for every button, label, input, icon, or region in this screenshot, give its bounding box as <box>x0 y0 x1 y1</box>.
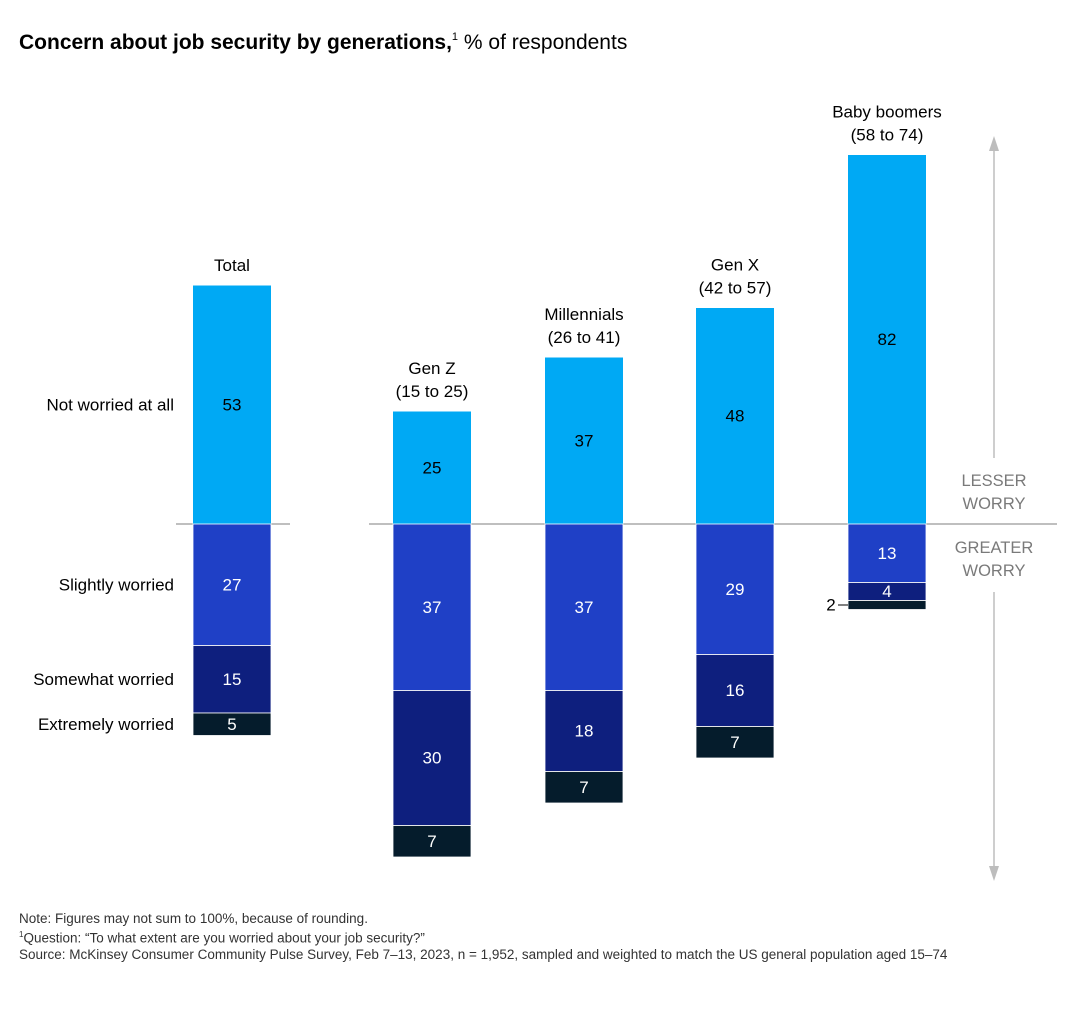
bar-extremely-worried-4 <box>847 600 927 610</box>
category-label-1-line-1: (15 to 25) <box>396 382 469 401</box>
series-label-somewhat-worried: Somewhat worried <box>33 670 174 689</box>
category-label-4-line-0: Baby boomers <box>832 103 942 122</box>
series-label-slightly-worried: Slightly worried <box>59 575 174 594</box>
value-label-somewhat-worried-3: 16 <box>726 681 745 700</box>
chart-title: Concern about job security by generation… <box>19 31 627 55</box>
bar-not-worried-3 <box>696 308 774 524</box>
bar-somewhat-worried-2 <box>544 690 624 772</box>
category-label-3-line-0: Gen X <box>711 256 759 275</box>
category-label-0-line-0: Total <box>214 256 250 275</box>
value-label-not-worried-3: 48 <box>726 407 745 426</box>
axis-label-lesser: LESSER <box>961 472 1026 490</box>
bar-slightly-worried-0 <box>192 523 272 646</box>
question-footnote-mark: 1 <box>19 930 24 939</box>
bar-slightly-worried-3 <box>695 523 775 655</box>
category-label-3-line-1: (42 to 57) <box>699 279 772 298</box>
chart-title-bold: Concern about job security by generation… <box>19 31 452 54</box>
value-label-slightly-worried-1: 37 <box>423 598 442 617</box>
chart-title-rest: % of respondents <box>458 31 628 54</box>
footnotes: Note: Figures may not sum to 100%, becau… <box>19 911 979 963</box>
value-label-somewhat-worried-4: 4 <box>882 582 891 601</box>
question-text-body: Question: “To what extent are you worrie… <box>23 930 425 946</box>
series-label-not-worried: Not worried at all <box>46 395 174 414</box>
value-label-not-worried-4: 82 <box>878 330 897 349</box>
series-label-extremely-worried: Extremely worried <box>38 715 174 734</box>
value-label-extremely-worried-3: 7 <box>730 733 739 752</box>
bar-extremely-worried-0 <box>192 712 272 736</box>
bar-slightly-worried-4 <box>847 523 927 583</box>
category-label-2-line-0: Millennials <box>544 305 623 324</box>
arrow-down-icon <box>989 866 999 881</box>
bar-slightly-worried-2 <box>544 523 624 691</box>
value-label-not-worried-0: 53 <box>223 395 242 414</box>
value-label-slightly-worried-3: 29 <box>726 580 745 599</box>
value-label-extremely-worried-1: 7 <box>427 832 436 851</box>
axis-label-greater: GREATER <box>955 539 1034 557</box>
question-text: 1Question: “To what extent are you worri… <box>19 927 979 947</box>
bar-somewhat-worried-1 <box>392 690 472 826</box>
chart-title-footnote-mark: 1 <box>451 31 459 43</box>
bar-somewhat-worried-3 <box>695 654 775 727</box>
axis-label-greater-worry: WORRY <box>963 562 1026 580</box>
category-label-4-line-1: (58 to 74) <box>851 126 924 145</box>
value-label-slightly-worried-0: 27 <box>223 575 242 594</box>
category-label-1-line-0: Gen Z <box>408 359 455 378</box>
bar-somewhat-worried-0 <box>192 645 272 714</box>
note-text: Note: Figures may not sum to 100%, becau… <box>19 911 368 926</box>
value-label-slightly-worried-2: 37 <box>575 598 594 617</box>
bar-not-worried-4 <box>848 155 926 524</box>
value-label-extremely-worried-0: 5 <box>227 715 236 734</box>
bar-extremely-worried-1 <box>392 825 472 858</box>
value-label-slightly-worried-4: 13 <box>878 544 897 563</box>
source-text: Source: McKinsey Consumer Community Puls… <box>19 946 948 962</box>
category-label-2-line-1: (26 to 41) <box>548 328 621 347</box>
value-label-not-worried-1: 25 <box>423 458 442 477</box>
value-label-not-worried-2: 37 <box>575 431 594 450</box>
bar-not-worried-0 <box>193 285 271 524</box>
bar-not-worried-2 <box>545 357 623 524</box>
bar-slightly-worried-1 <box>392 523 472 691</box>
bar-extremely-worried-3 <box>695 726 775 759</box>
value-label-somewhat-worried-0: 15 <box>223 670 242 689</box>
value-label-extremely-worried-2: 7 <box>579 778 588 797</box>
bar-extremely-worried-2 <box>544 771 624 804</box>
value-label-somewhat-worried-2: 18 <box>575 722 594 741</box>
value-label-extremely-worried-4: 2 <box>826 596 835 615</box>
value-label-somewhat-worried-1: 30 <box>423 749 442 768</box>
bar-not-worried-1 <box>393 411 471 524</box>
axis-label-lesser-worry: WORRY <box>963 495 1026 513</box>
arrow-up-icon <box>989 136 999 151</box>
